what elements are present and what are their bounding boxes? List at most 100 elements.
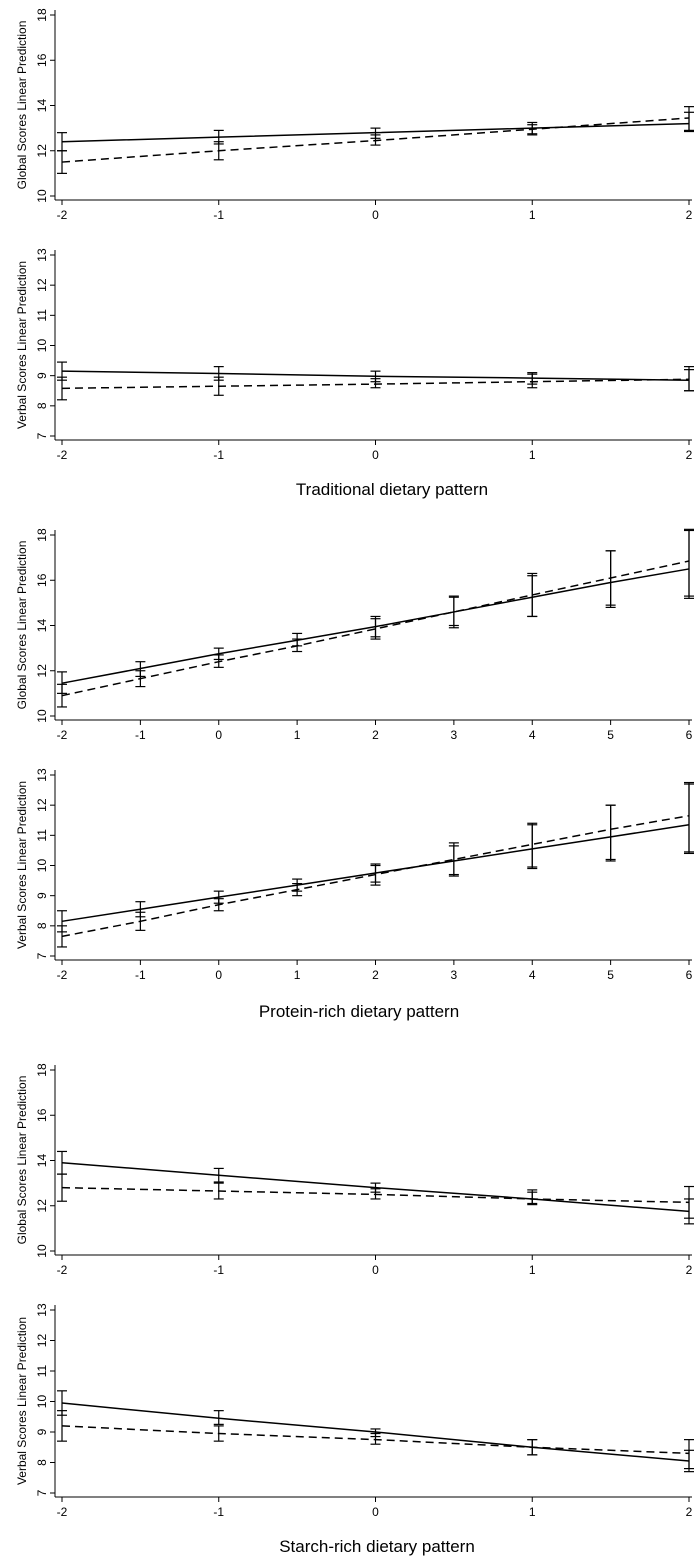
y-tick-label: 13 <box>35 1303 49 1317</box>
error-bar <box>448 842 459 877</box>
x-tick-label: 2 <box>686 208 693 222</box>
x-tick-label: 2 <box>686 448 693 462</box>
x-tick-label: 0 <box>215 728 222 742</box>
y-tick-label: 11 <box>35 1364 49 1377</box>
error-bar <box>370 378 381 389</box>
error-bar <box>57 376 67 401</box>
x-tick-label: 2 <box>372 968 379 982</box>
series-line-dashed <box>61 117 690 163</box>
error-bar <box>370 1432 381 1445</box>
y-tick-label: 9 <box>35 372 49 379</box>
y-tick-label: 8 <box>35 402 49 409</box>
y-tick-label: 14 <box>35 619 49 633</box>
series-line-solid <box>61 1162 690 1213</box>
error-bar <box>684 1439 694 1470</box>
y-tick-label: 12 <box>35 664 49 678</box>
error-bar <box>684 781 694 853</box>
y-tick-label: 10 <box>35 189 49 203</box>
x-tick-label: 2 <box>686 1505 693 1519</box>
x-tick-label: 2 <box>686 1263 693 1277</box>
x-tick-label: -1 <box>213 448 224 462</box>
x-tick-label: 5 <box>607 728 614 742</box>
x-tick-label: -2 <box>57 208 68 222</box>
x-tick-label: -1 <box>213 208 224 222</box>
y-tick-label: 13 <box>35 768 49 782</box>
x-tick-label: 1 <box>529 1263 536 1277</box>
error-bar <box>605 550 616 609</box>
series-line-solid <box>61 122 690 143</box>
y-tick-label: 12 <box>35 798 49 812</box>
y-tick-label: 12 <box>35 278 49 292</box>
y-tick-label: 11 <box>35 829 49 842</box>
y-tick-label: 10 <box>35 859 49 873</box>
x-tick-label: -1 <box>213 1263 224 1277</box>
error-bar <box>527 822 538 870</box>
y-axis-title: Verbal Scores Linear Prediction <box>15 1317 29 1485</box>
y-tick-label: 14 <box>35 99 49 113</box>
series-line-solid <box>61 370 690 381</box>
y-tick-label: 16 <box>35 53 49 67</box>
error-bar <box>527 1189 538 1205</box>
x-tick-label: 3 <box>451 968 458 982</box>
y-tick-label: 9 <box>35 1428 49 1435</box>
x-tick-label: 1 <box>294 968 301 982</box>
y-tick-label: 7 <box>35 952 49 959</box>
y-tick-label: 16 <box>35 1108 49 1122</box>
y-tick-label: 13 <box>35 248 49 262</box>
y-tick-label: 7 <box>35 1489 49 1496</box>
series-line-solid <box>61 1402 690 1462</box>
y-tick-label: 10 <box>35 339 49 353</box>
y-tick-label: 10 <box>35 1244 49 1258</box>
x-tick-label: 4 <box>529 728 536 742</box>
x-tick-label: -2 <box>57 1263 68 1277</box>
error-bar <box>527 572 538 618</box>
x-tick-label: 0 <box>215 968 222 982</box>
x-tick-label: 0 <box>372 448 379 462</box>
y-axis-title: Global Scores Linear Prediction <box>15 1076 29 1245</box>
x-tick-label: -1 <box>135 968 146 982</box>
y-axis-title: Global Scores Linear Prediction <box>15 21 29 190</box>
y-tick-label: 12 <box>35 144 49 158</box>
series-line-dashed <box>61 560 690 697</box>
series-line-dashed <box>61 814 690 938</box>
error-bar <box>448 595 459 629</box>
x-tick-label: 3 <box>451 728 458 742</box>
x-tick-label: 5 <box>607 968 614 982</box>
x-tick-label: -2 <box>57 448 68 462</box>
y-tick-label: 12 <box>35 1334 49 1348</box>
x-tick-label: 6 <box>686 968 693 982</box>
y-tick-label: 7 <box>35 432 49 439</box>
error-bar <box>684 529 694 599</box>
y-tick-label: 9 <box>35 892 49 899</box>
y-tick-label: 8 <box>35 1459 49 1466</box>
y-tick-label: 14 <box>35 1154 49 1168</box>
x-tick-label: 1 <box>529 448 536 462</box>
y-tick-label: 8 <box>35 922 49 929</box>
x-tick-label: 4 <box>529 968 536 982</box>
x-tick-label: 6 <box>686 728 693 742</box>
error-bar <box>213 1410 224 1425</box>
y-axis-title: Verbal Scores Linear Prediction <box>15 261 29 429</box>
series-line-dashed <box>61 378 690 390</box>
x-tick-label: 0 <box>372 1505 379 1519</box>
x-tick-label: 1 <box>529 208 536 222</box>
x-tick-label: -1 <box>135 728 146 742</box>
x-tick-label: -2 <box>57 728 68 742</box>
x-tick-label: 1 <box>294 728 301 742</box>
y-axis-title: Verbal Scores Linear Prediction <box>15 781 29 949</box>
y-tick-label: 10 <box>35 709 49 723</box>
y-axis-title: Global Scores Linear Prediction <box>15 541 29 710</box>
error-bar <box>605 804 616 862</box>
y-tick-label: 11 <box>35 309 49 322</box>
error-bar <box>57 1173 67 1202</box>
x-tick-label: 0 <box>372 208 379 222</box>
section-title: Starch-rich dietary pattern <box>279 1537 475 1556</box>
x-tick-label: 2 <box>372 728 379 742</box>
x-tick-label: -2 <box>57 1505 68 1519</box>
y-tick-label: 12 <box>35 1199 49 1213</box>
y-tick-label: 18 <box>35 1063 49 1077</box>
section-title: Traditional dietary pattern <box>296 480 488 499</box>
x-tick-label: -1 <box>213 1505 224 1519</box>
